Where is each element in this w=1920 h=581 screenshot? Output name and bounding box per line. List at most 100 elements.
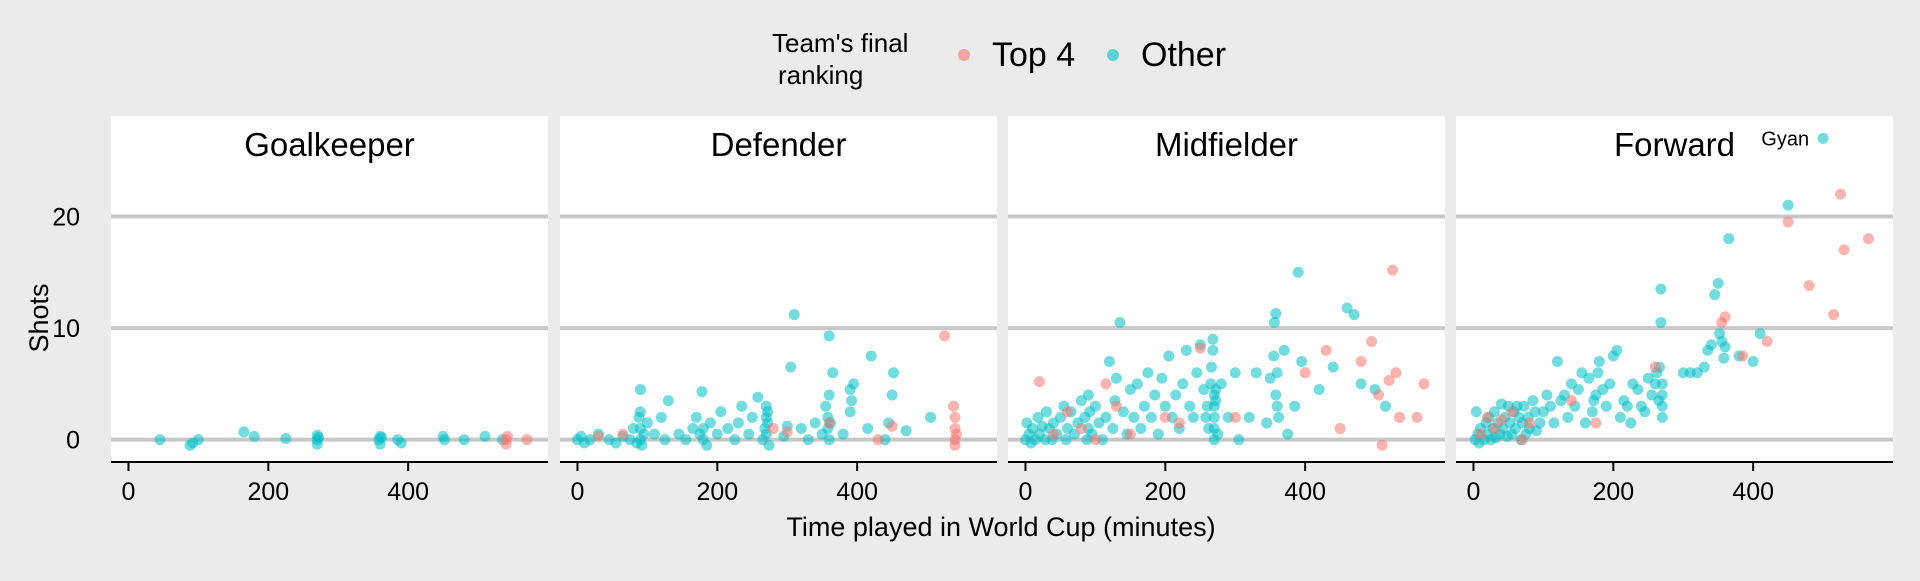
point-top4 <box>1495 414 1507 426</box>
point-other <box>641 417 653 429</box>
point-other <box>711 428 723 440</box>
point-other <box>1341 302 1353 314</box>
point-top4 <box>1061 406 1073 418</box>
point-other <box>1604 378 1616 390</box>
point-other <box>1544 400 1556 412</box>
point-top4 <box>949 439 961 451</box>
point-other <box>1655 283 1667 295</box>
panel-forward: Forward 0 200 400 Gyan <box>1456 116 1893 506</box>
point-other <box>1614 411 1626 423</box>
point-other <box>1541 389 1553 401</box>
point-top4 <box>501 430 513 442</box>
point-other <box>1128 411 1140 423</box>
x-tick-label: 400 <box>1732 478 1774 506</box>
point-other <box>696 386 708 398</box>
x-tick-label: 400 <box>1284 478 1326 506</box>
point-top4 <box>1863 233 1875 245</box>
point-top4 <box>1320 344 1332 356</box>
x-tick-label: 0 <box>122 478 136 506</box>
point-top4 <box>886 420 898 432</box>
point-other <box>376 431 388 443</box>
point-other <box>1518 400 1530 412</box>
point-top4 <box>767 423 779 435</box>
point-other <box>1268 350 1280 362</box>
point-other <box>1289 400 1301 412</box>
point-top4 <box>1373 389 1385 401</box>
point-other <box>865 350 877 362</box>
point-top4 <box>1488 423 1500 435</box>
point-other <box>1529 406 1541 418</box>
point-other <box>1145 411 1157 423</box>
point-top4 <box>872 434 884 446</box>
point-other <box>1138 400 1150 412</box>
point-other <box>1296 356 1308 368</box>
point-other <box>1718 352 1730 364</box>
point-top4 <box>1075 423 1087 435</box>
point-top4 <box>1649 361 1661 373</box>
point-other <box>1548 417 1560 429</box>
point-other <box>722 423 734 435</box>
x-tick-label: 200 <box>247 478 289 506</box>
point-other <box>1233 434 1245 446</box>
panel-title: Defender <box>711 126 847 163</box>
legend-label-other: Other <box>1141 36 1226 74</box>
panel-goalkeeper: Goalkeeper 0 200 400 0 10 20 <box>52 116 548 506</box>
point-other <box>1135 423 1147 435</box>
point-other <box>762 406 774 418</box>
point-other <box>634 383 646 395</box>
point-top4 <box>1506 406 1518 418</box>
x-tick-label: 0 <box>1467 478 1481 506</box>
y-axis-label: Shots <box>24 283 54 352</box>
point-other <box>1551 356 1563 368</box>
legend: Team's final ranking Top 4 Other <box>772 28 1226 90</box>
point-other <box>1207 333 1219 345</box>
point-other <box>1268 316 1280 328</box>
x-tick-label: 200 <box>1144 478 1186 506</box>
point-other <box>752 391 764 403</box>
point-other <box>1562 411 1574 423</box>
point-other <box>1600 400 1612 412</box>
point-other <box>823 434 835 446</box>
point-top4 <box>1828 309 1840 321</box>
point-other <box>1698 361 1710 373</box>
point-other <box>1656 389 1668 401</box>
point-top4 <box>1737 350 1749 362</box>
point-other <box>1103 356 1115 368</box>
point-top4 <box>1194 342 1206 354</box>
y-tick-label: 0 <box>66 427 80 455</box>
point-other <box>823 389 835 401</box>
point-top4 <box>1516 434 1528 446</box>
point-top4 <box>781 426 793 438</box>
point-other <box>823 330 835 342</box>
point-other <box>1712 277 1724 289</box>
point-other <box>844 406 856 418</box>
point-other <box>785 361 797 373</box>
point-other <box>1110 372 1122 384</box>
point-top4 <box>1838 244 1850 256</box>
point-other <box>1639 406 1651 418</box>
point-other <box>1348 309 1360 321</box>
point-other <box>1142 367 1154 379</box>
legend-key-top4 <box>958 49 970 61</box>
point-other <box>1278 344 1290 356</box>
point-other <box>248 430 260 442</box>
point-other <box>788 309 800 321</box>
point-other <box>1184 400 1196 412</box>
point-other <box>1208 411 1220 423</box>
point-other <box>634 406 646 418</box>
point-other <box>1170 389 1182 401</box>
point-other <box>1327 361 1339 373</box>
point-other <box>1229 367 1241 379</box>
point-top4 <box>1835 188 1847 200</box>
point-other <box>1200 411 1212 423</box>
legend-title-line2: ranking <box>778 60 863 90</box>
point-other <box>1107 423 1119 435</box>
point-top4 <box>1387 264 1399 276</box>
point-other <box>1655 316 1667 328</box>
panel-title: Midfielder <box>1155 126 1298 163</box>
point-other <box>1592 367 1604 379</box>
point-other <box>1270 308 1282 320</box>
point-top4 <box>1782 216 1794 228</box>
point-other <box>1656 378 1668 390</box>
